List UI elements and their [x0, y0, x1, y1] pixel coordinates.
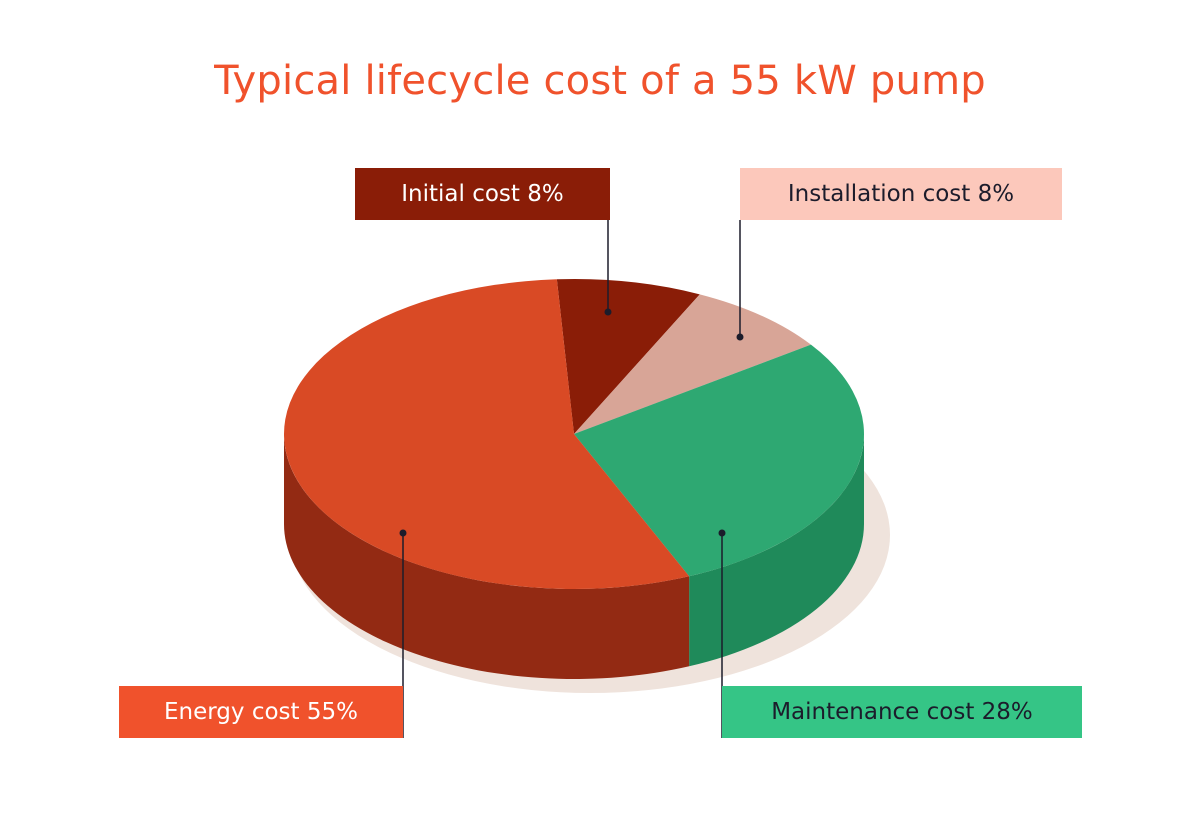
pie-slice-energy-cost: [284, 279, 690, 589]
chart-title: Typical lifecycle cost of a 55 kW pump: [214, 58, 986, 104]
pie-slice-installation-cost: [574, 294, 811, 434]
leader-dot-initial-cost: [604, 308, 612, 316]
pie-side-energy-cost: [284, 434, 690, 679]
data-label-initial-cost: Initial cost 8%: [355, 168, 610, 220]
data-label-installation-cost: Installation cost 8%: [740, 168, 1062, 220]
pie-slice-maintenance-cost: [574, 344, 864, 577]
pie-slice-initial-cost: [556, 279, 700, 434]
leader-dot-maintenance-cost: [718, 529, 726, 537]
pie-side-maintenance-cost: [689, 434, 864, 667]
data-label-maintenance-cost: Maintenance cost 28%: [722, 686, 1082, 738]
leader-dot-installation-cost: [736, 333, 744, 341]
leader-dot-energy-cost: [399, 529, 407, 537]
data-label-energy-cost: Energy cost 55%: [119, 686, 403, 738]
